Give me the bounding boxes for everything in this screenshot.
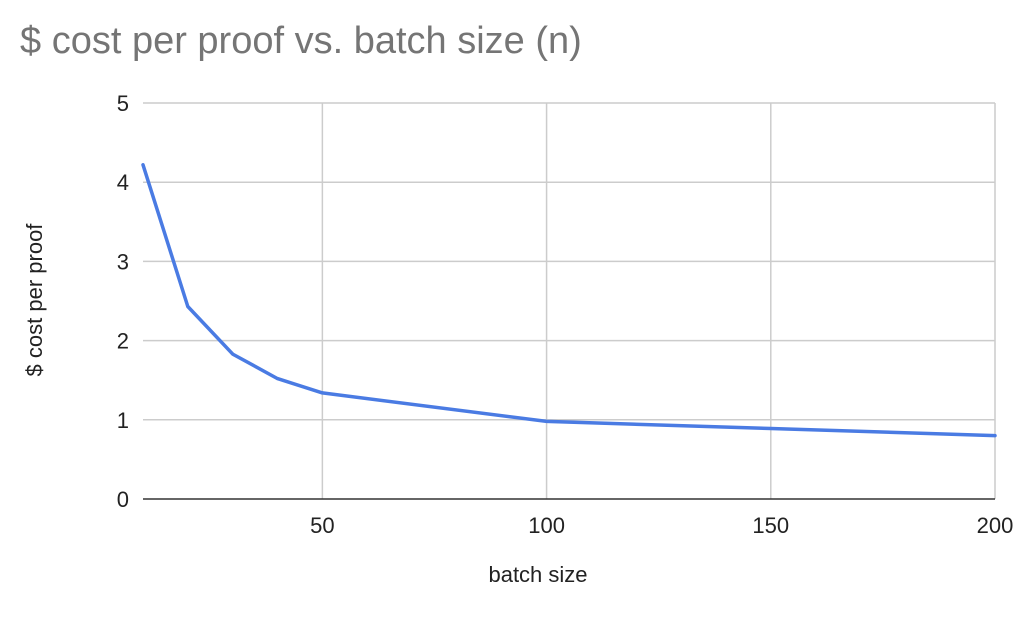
y-tick-label: 5 (117, 91, 129, 116)
x-tick-label: 50 (310, 513, 334, 538)
chart-title: $ cost per proof vs. batch size (n) (20, 20, 582, 62)
y-tick-label: 1 (117, 408, 129, 433)
data-point (769, 427, 773, 431)
x-axis-title: batch size (488, 562, 587, 587)
data-point (231, 352, 235, 356)
y-tick-label: 3 (117, 249, 129, 274)
data-point (545, 419, 549, 423)
tick-labels: 0 1 2 3 4 5 50 100 150 200 (117, 91, 1014, 538)
series-layer (141, 163, 997, 438)
x-tick-label: 100 (528, 513, 565, 538)
data-point (993, 434, 997, 438)
y-tick-label: 4 (117, 170, 129, 195)
x-tick-label: 200 (977, 513, 1014, 538)
y-axis-title: $ cost per proof (22, 223, 47, 377)
x-tick-label: 150 (752, 513, 789, 538)
y-tick-label: 2 (117, 329, 129, 354)
data-point (141, 163, 145, 167)
gridlines (143, 102, 996, 499)
data-point (186, 305, 190, 309)
data-point (276, 377, 280, 381)
y-tick-label: 0 (117, 487, 129, 512)
data-point (320, 391, 324, 395)
series-line (141, 163, 997, 438)
